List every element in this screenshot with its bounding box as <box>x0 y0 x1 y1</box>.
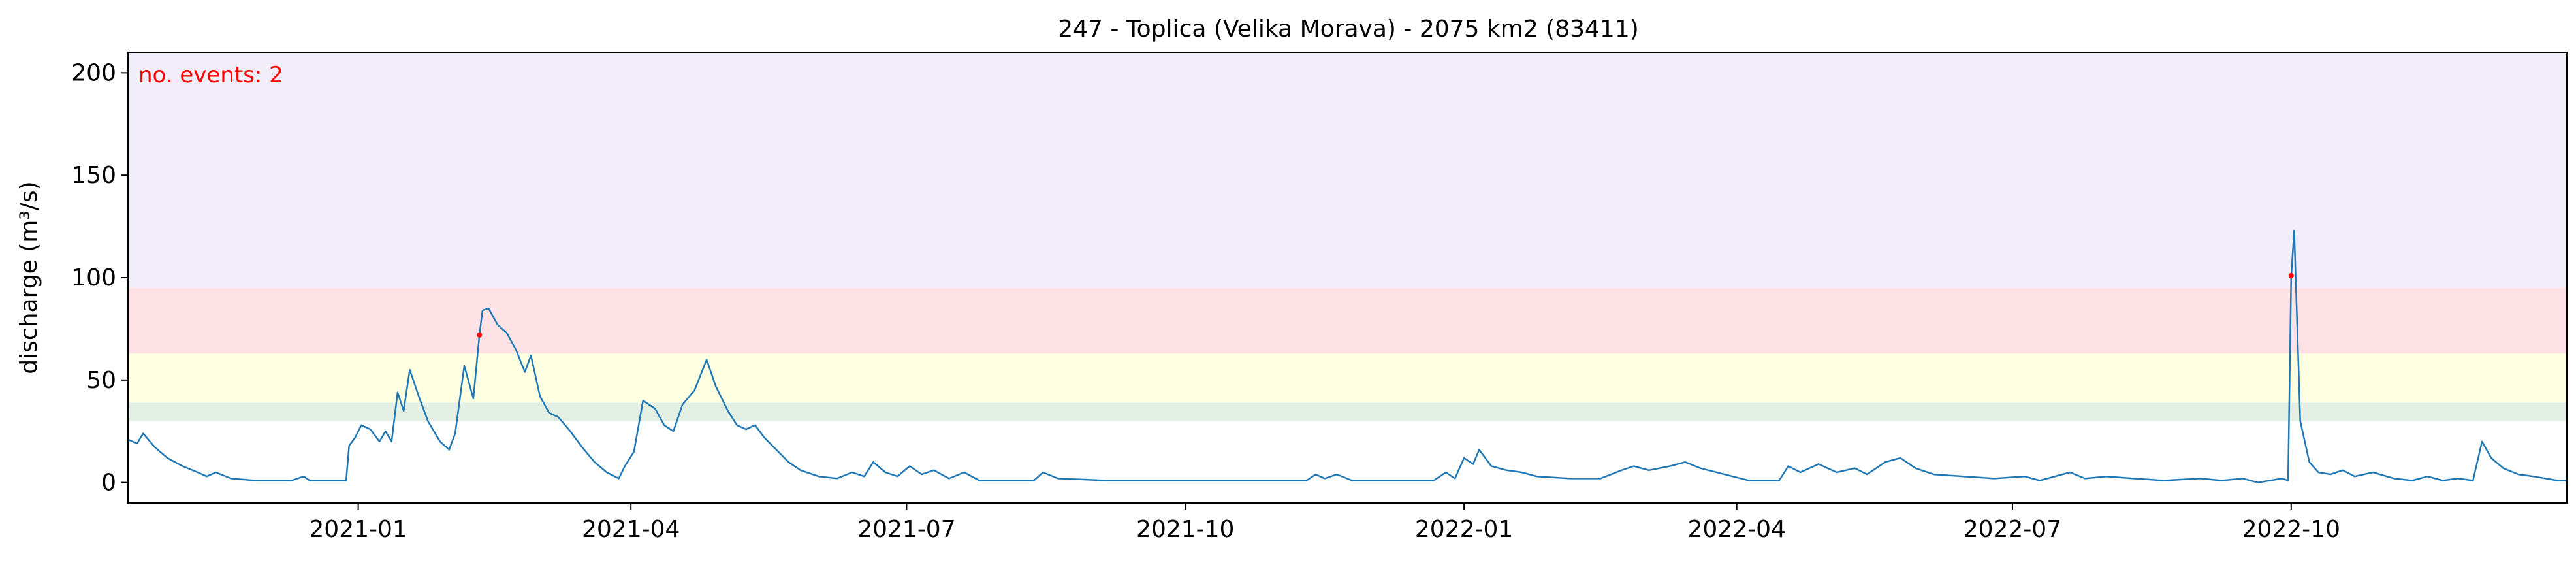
x-tick-label: 2022-07 <box>1964 516 2061 543</box>
event-markers <box>477 272 2294 338</box>
event-marker <box>477 332 483 338</box>
x-axis-ticks: 2021-01 2021-04 2021-07 2021-10 2022-01 2022-… <box>309 503 2340 543</box>
x-tick-label: 2022-01 <box>1415 516 1513 543</box>
threshold-band <box>128 52 2567 288</box>
threshold-bands <box>128 52 2567 421</box>
y-tick-label: 200 <box>71 59 116 86</box>
x-tick-label: 2022-10 <box>2242 516 2340 543</box>
y-axis-ticks: 0 50 100 150 200 <box>71 59 128 496</box>
threshold-band <box>128 353 2567 403</box>
threshold-band <box>128 287 2567 354</box>
y-tick-label: 50 <box>86 367 116 394</box>
x-tick-label: 2021-10 <box>1136 516 1234 543</box>
x-tick-label: 2021-07 <box>857 516 955 543</box>
discharge-series-line <box>127 229 2567 483</box>
x-tick-label: 2022-04 <box>1687 516 1785 543</box>
event-count-annotation: no. events: 2 <box>138 62 283 88</box>
y-tick-label: 150 <box>71 162 116 189</box>
threshold-band <box>128 402 2567 421</box>
event-marker <box>2288 272 2294 278</box>
x-tick-label: 2021-04 <box>582 516 680 543</box>
y-tick-label: 100 <box>71 265 116 291</box>
y-axis-label: discharge (m³/s) <box>16 181 42 374</box>
chart-title: 247 - Toplica (Velika Morava) - 2075 km2… <box>1058 16 1639 42</box>
x-tick-label: 2021-01 <box>309 516 407 543</box>
series-layer <box>127 229 2567 483</box>
y-tick-label: 0 <box>101 470 116 496</box>
